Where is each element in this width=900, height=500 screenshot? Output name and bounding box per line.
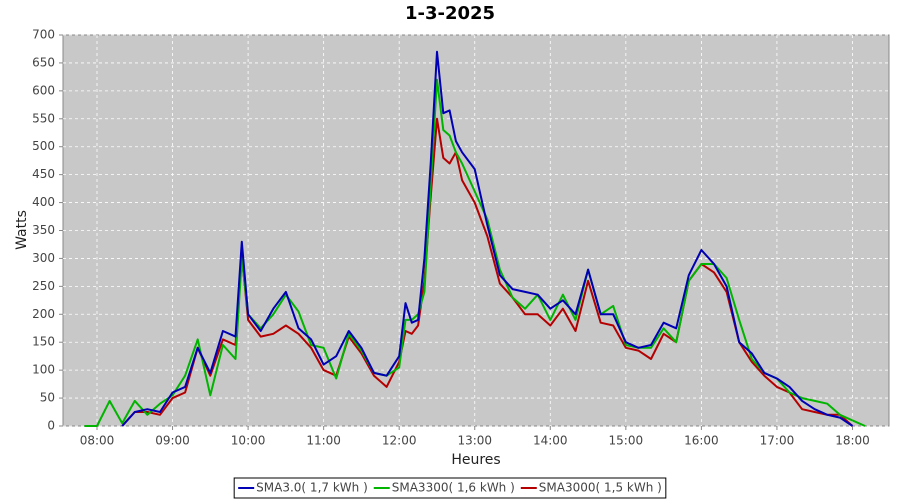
legend-label: SMA3000( 1,5 kWh ) — [539, 481, 662, 495]
x-tick-label: 11:00 — [306, 434, 341, 448]
y-tick-label: 0 — [47, 419, 55, 433]
y-tick-label: 50 — [40, 391, 55, 405]
y-tick-label: 550 — [32, 111, 55, 125]
x-tick-label: 16:00 — [684, 434, 719, 448]
x-tick-label: 10:00 — [231, 434, 266, 448]
y-tick-label: 400 — [32, 195, 55, 209]
y-tick-label: 100 — [32, 363, 55, 377]
chart-title: 1-3-2025 — [405, 3, 495, 24]
y-tick-label: 700 — [32, 28, 55, 42]
x-tick-label: 12:00 — [382, 434, 417, 448]
legend-label: SMA3.0( 1,7 kWh ) — [256, 481, 368, 495]
x-tick-label: 15:00 — [609, 434, 644, 448]
x-tick-label: 14:00 — [533, 434, 568, 448]
y-tick-label: 600 — [32, 83, 55, 97]
legend: SMA3.0( 1,7 kWh ) SMA3300( 1,6 kWh ) SMA30… — [233, 477, 667, 499]
y-tick-label: 250 — [32, 279, 55, 293]
x-tick-label: 09:00 — [155, 434, 190, 448]
y-tick-label: 350 — [32, 223, 55, 237]
x-axis-label: Heures — [451, 452, 500, 468]
x-tick-label: 08:00 — [80, 434, 115, 448]
y-axis-label: Watts — [14, 210, 30, 250]
y-tick-label: 500 — [32, 139, 55, 153]
x-tick-label: 13:00 — [457, 434, 492, 448]
series-line — [121, 50, 854, 427]
x-tick-label: 18:00 — [835, 434, 870, 448]
legend-label: SMA3300( 1,6 kWh ) — [392, 481, 515, 495]
series-line — [84, 78, 866, 427]
y-tick-label: 150 — [32, 335, 55, 349]
y-tick-label: 300 — [32, 251, 55, 265]
y-tick-label: 200 — [32, 307, 55, 321]
x-tick-label: 17:00 — [760, 434, 795, 448]
y-tick-label: 650 — [32, 55, 55, 69]
y-tick-label: 450 — [32, 167, 55, 181]
legend-box — [233, 477, 667, 499]
